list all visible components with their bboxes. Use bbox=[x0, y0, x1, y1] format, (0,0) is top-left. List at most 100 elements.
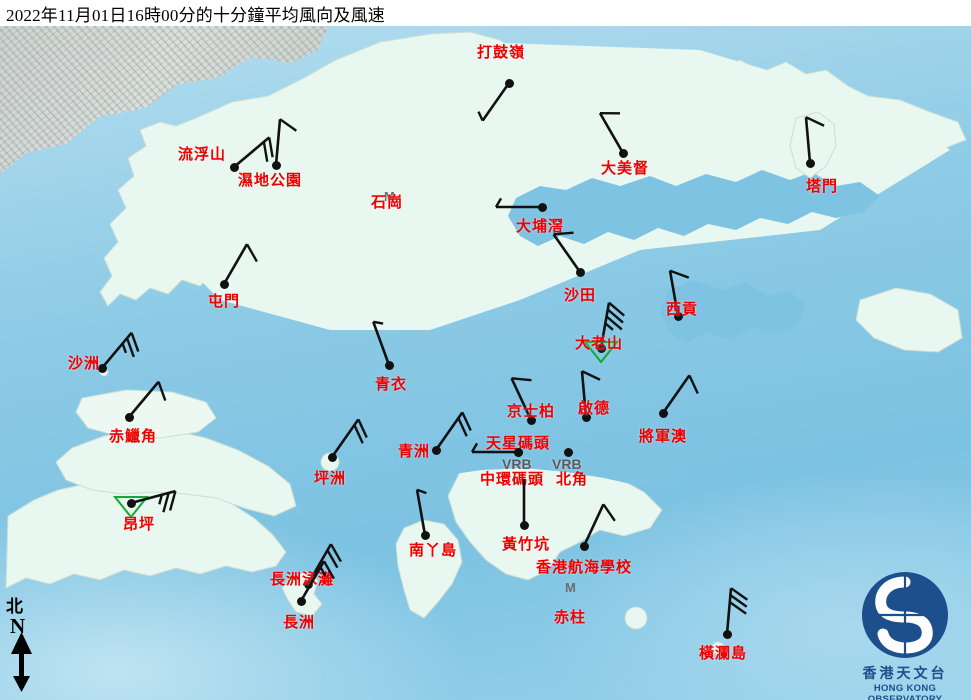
station-dot bbox=[581, 412, 591, 422]
water-sai-kung-bay bbox=[660, 280, 806, 344]
land-po-toi bbox=[624, 606, 648, 630]
station-dot bbox=[296, 596, 306, 606]
station-dot bbox=[563, 447, 573, 457]
land-east-islands bbox=[855, 287, 963, 353]
wind-barb-icon bbox=[580, 370, 601, 418]
station-label: 赤柱 bbox=[554, 610, 587, 626]
wind-barb-icon bbox=[372, 320, 391, 366]
compass-needle-icon bbox=[11, 632, 32, 692]
station-dot bbox=[303, 579, 313, 589]
wind-barb-icon bbox=[510, 377, 533, 421]
wind-barb-icon bbox=[128, 380, 167, 418]
station-label: 黃竹坑 bbox=[502, 537, 551, 553]
wind-barb-icon bbox=[233, 136, 274, 168]
station-label: 將軍澳 bbox=[639, 429, 688, 445]
station-dot bbox=[384, 360, 394, 370]
wind-barb-icon bbox=[306, 543, 342, 585]
station-label: 京士柏 bbox=[507, 404, 556, 420]
station-label: 坪洲 bbox=[314, 471, 347, 487]
station-dot bbox=[219, 279, 229, 289]
station-label: 打鼓嶺 bbox=[477, 45, 526, 61]
wind-barb-icon bbox=[434, 411, 472, 451]
variable-wind-marker: VRB bbox=[552, 456, 582, 472]
station-dot bbox=[420, 530, 430, 540]
wind-barb-icon bbox=[725, 587, 749, 635]
station-label: 石崗 bbox=[371, 195, 404, 211]
wind-barb-icon bbox=[101, 331, 140, 369]
station-label: 塔門 bbox=[806, 179, 839, 195]
station-label: 赤鱲角 bbox=[109, 429, 158, 445]
hko-logo: 香港天文台 HONG KONG OBSERVATORY bbox=[845, 568, 965, 700]
compass-rose: 北 N bbox=[6, 592, 62, 696]
wind-barb-icon bbox=[299, 560, 335, 602]
page-title: 2022年11月01日16時00分的十分鐘平均風向及風速 bbox=[6, 5, 385, 25]
wind-barb-icon bbox=[222, 243, 258, 285]
station-label: 大埔滘 bbox=[516, 219, 565, 235]
station-dot bbox=[229, 162, 239, 172]
logo-name-cn: 香港天文台 bbox=[862, 667, 948, 682]
station-dot bbox=[618, 148, 628, 158]
land-tap-mun bbox=[789, 111, 837, 179]
station-label: 長洲泳灘 bbox=[270, 572, 335, 588]
station-label: 大美督 bbox=[601, 161, 650, 177]
station-label: 濕地公園 bbox=[238, 173, 303, 189]
station-dot bbox=[537, 202, 547, 212]
land-nt-interior bbox=[150, 40, 950, 330]
variable-wind-marker: VRB bbox=[502, 456, 532, 472]
wind-barb-icon bbox=[668, 269, 690, 317]
station-dot bbox=[579, 541, 589, 551]
station-label: 沙田 bbox=[564, 288, 597, 304]
missing-data-marker: M bbox=[384, 189, 395, 204]
wind-barb-icon bbox=[804, 116, 825, 164]
water-tolo-harbour bbox=[508, 170, 880, 246]
station-dot bbox=[722, 629, 732, 639]
wind-barb-icon bbox=[330, 418, 368, 458]
gale-warning-triangle-icon bbox=[113, 496, 149, 518]
station-label: 昂坪 bbox=[123, 517, 156, 533]
station-label: 屯門 bbox=[208, 294, 241, 310]
wind-barb-icon bbox=[494, 197, 542, 209]
land-waglan bbox=[711, 641, 725, 655]
station-dot bbox=[658, 408, 668, 418]
station-dot bbox=[97, 363, 107, 373]
station-dot bbox=[513, 447, 523, 457]
title-bar: 2022年11月01日16時00分的十分鐘平均風向及風速 bbox=[0, 0, 971, 26]
missing-data-marker: M bbox=[565, 580, 576, 595]
station-label: 西貢 bbox=[666, 302, 699, 318]
wind-barb-icon bbox=[598, 111, 625, 154]
station-dot bbox=[673, 311, 683, 321]
station-label: 啟德 bbox=[578, 401, 611, 417]
wind-barb-icon bbox=[274, 118, 298, 166]
station-dot bbox=[431, 445, 441, 455]
station-dot bbox=[596, 343, 606, 353]
station-label: 青衣 bbox=[375, 377, 408, 393]
station-dot bbox=[526, 415, 536, 425]
station-dot bbox=[805, 158, 815, 168]
station-label: 南丫島 bbox=[409, 543, 458, 559]
wind-barb-icon bbox=[552, 231, 582, 273]
wind-barb-icon bbox=[522, 479, 526, 525]
wind-barb-icon bbox=[477, 82, 511, 122]
station-label: 天星碼頭 bbox=[486, 436, 551, 452]
wind-barb-icon bbox=[130, 489, 177, 513]
station-label: 中環碼頭 bbox=[480, 472, 545, 488]
station-dot bbox=[575, 267, 585, 277]
station-label: 大老山 bbox=[575, 336, 624, 352]
logo-name-en: HONG KONG OBSERVATORY bbox=[867, 683, 943, 700]
wind-barb-icon bbox=[599, 301, 626, 349]
station-dot bbox=[271, 160, 281, 170]
station-dot bbox=[504, 78, 514, 88]
station-label: 香港航海學校 bbox=[536, 560, 633, 576]
station-dot bbox=[126, 498, 136, 508]
land-chek-lap-kok bbox=[75, 389, 217, 439]
station-dot bbox=[327, 452, 337, 462]
station-label: 橫瀾島 bbox=[699, 646, 748, 662]
wind-barb-icon bbox=[661, 374, 699, 414]
station-label: 流浮山 bbox=[178, 147, 227, 163]
hko-logo-icon bbox=[862, 572, 948, 658]
station-dot bbox=[124, 412, 134, 422]
station-label: 青洲 bbox=[398, 444, 431, 460]
station-dot bbox=[519, 520, 529, 530]
